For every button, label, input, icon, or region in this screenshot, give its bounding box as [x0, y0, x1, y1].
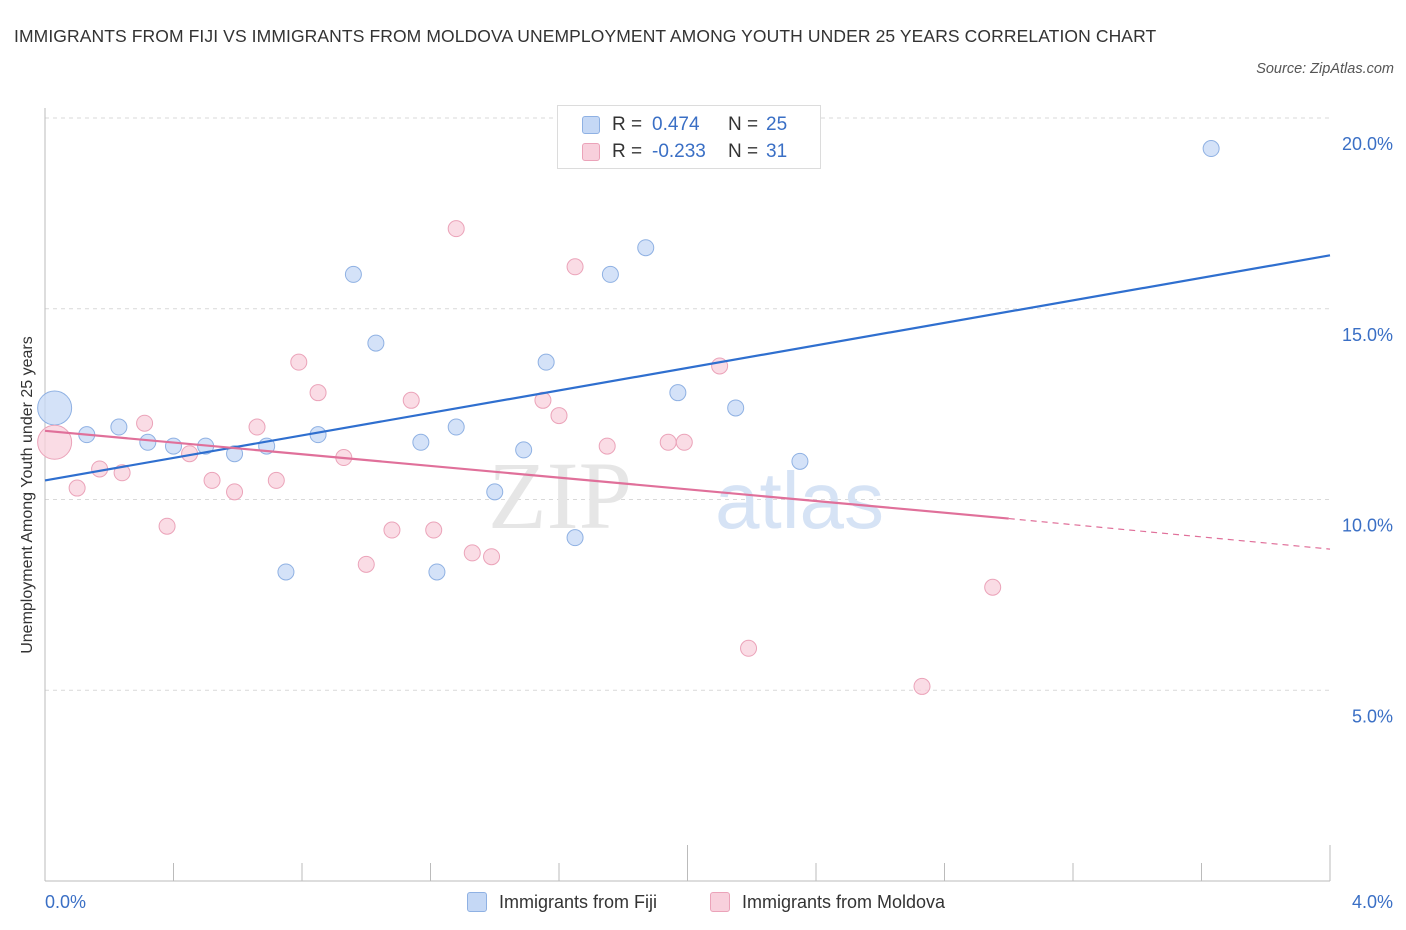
- point-moldova-20: [483, 548, 501, 566]
- point-moldova-19: [463, 544, 481, 562]
- tick-label-layer: 5.0% 10.0% 15.0% 20.0% 0.0% 4.0%: [45, 134, 1393, 912]
- legend-swatch-fiji: [582, 116, 600, 134]
- trend-line-fiji: [44, 254, 1331, 482]
- stats-legend: R = 0.474 N = 25 R = -0.233 N = 31: [557, 105, 821, 169]
- point-fiji-16: [515, 441, 533, 459]
- point-fiji-0: [37, 390, 73, 426]
- y-tick-label-0: 5.0%: [1352, 706, 1393, 726]
- point-moldova-14: [357, 555, 375, 573]
- bottom-legend-fiji: Immigrants from Fiji: [467, 888, 657, 916]
- y-axis-label: Unemployment Among Youth under 25 years: [19, 336, 36, 654]
- point-moldova-10: [267, 471, 285, 489]
- point-moldova-7: [203, 471, 221, 489]
- point-fiji-13: [428, 563, 446, 581]
- point-fiji-14: [447, 418, 465, 436]
- point-moldova-16: [402, 391, 420, 409]
- bottom-legend-swatch-fiji: [467, 892, 487, 912]
- trend-line-moldova: [44, 429, 1009, 520]
- point-fiji-22: [727, 399, 745, 417]
- point-moldova-26: [675, 433, 693, 451]
- point-moldova-1: [68, 479, 86, 497]
- legend-n-value: 31: [766, 141, 788, 162]
- legend-swatch-moldova: [582, 143, 600, 161]
- point-moldova-4: [136, 414, 154, 432]
- trend-layer: [44, 254, 1331, 550]
- point-moldova-0: [37, 424, 73, 460]
- watermark: ZIP atlas: [488, 442, 884, 549]
- point-fiji-4: [165, 437, 182, 455]
- y-tick-label-3: 20.0%: [1342, 134, 1393, 154]
- point-fiji-19: [601, 265, 619, 283]
- x-tick-label-0: 0.0%: [45, 892, 86, 912]
- trend-line-dashed-moldova: [1008, 517, 1331, 550]
- point-fiji-21: [669, 384, 687, 402]
- point-fiji-24: [1202, 140, 1220, 158]
- point-moldova-15: [383, 521, 401, 539]
- legend-r-value: 0.474: [652, 114, 700, 135]
- bottom-legend-swatch-moldova: [710, 892, 730, 912]
- point-moldova-18: [447, 220, 465, 238]
- point-fiji-11: [367, 334, 385, 352]
- point-moldova-9: [248, 418, 266, 436]
- point-moldova-23: [566, 258, 584, 276]
- source-label: Source: ZipAtlas.com: [1256, 61, 1394, 77]
- bottom-legend-moldova: Immigrants from Moldova: [710, 888, 945, 916]
- point-moldova-28: [740, 639, 758, 657]
- legend-r-value: -0.233: [652, 141, 706, 162]
- bottom-legend-label-fiji: Immigrants from Fiji: [499, 891, 658, 912]
- points-layer: [37, 140, 1220, 695]
- point-moldova-29: [913, 677, 931, 695]
- legend-r-label: R =: [612, 141, 643, 162]
- y-tick-label-2: 15.0%: [1342, 325, 1393, 345]
- chart-title: IMMIGRANTS FROM FIJI VS IMMIGRANTS FROM …: [14, 26, 1157, 46]
- axis-layer: [44, 108, 1331, 882]
- grid-layer: [45, 117, 1330, 691]
- x-tick-label-1: 4.0%: [1352, 892, 1393, 912]
- point-fiji-12: [412, 433, 430, 451]
- point-moldova-5: [158, 517, 176, 535]
- y-tick-label-1: 10.0%: [1342, 516, 1393, 536]
- point-moldova-24: [598, 437, 616, 455]
- point-fiji-17: [537, 353, 555, 371]
- point-moldova-8: [226, 483, 244, 501]
- point-moldova-17: [425, 521, 443, 539]
- point-fiji-8: [277, 563, 295, 581]
- point-fiji-23: [791, 452, 809, 470]
- point-moldova-30: [984, 578, 1002, 596]
- legend-n-label: N =: [728, 141, 759, 162]
- legend-r-label: R =: [612, 114, 643, 135]
- point-fiji-3: [139, 433, 157, 451]
- point-moldova-25: [659, 433, 677, 451]
- point-fiji-10: [344, 265, 362, 283]
- point-moldova-22: [550, 407, 568, 425]
- point-fiji-20: [637, 239, 655, 257]
- legend-row-moldova: R = -0.233 N = 31: [582, 138, 787, 166]
- point-fiji-15: [486, 483, 504, 501]
- legend-row-fiji: R = 0.474 N = 25: [582, 111, 787, 139]
- bottom-legend-label-moldova: Immigrants from Moldova: [742, 891, 946, 912]
- point-fiji-2: [110, 418, 128, 436]
- legend-n-value: 25: [766, 114, 788, 135]
- point-fiji-6: [226, 445, 244, 463]
- point-moldova-11: [290, 353, 308, 371]
- point-moldova-3: [113, 464, 131, 482]
- point-fiji-18: [566, 529, 584, 547]
- legend-n-label: N =: [728, 114, 759, 135]
- point-moldova-12: [309, 384, 327, 402]
- watermark-zip: ZIP: [488, 442, 632, 549]
